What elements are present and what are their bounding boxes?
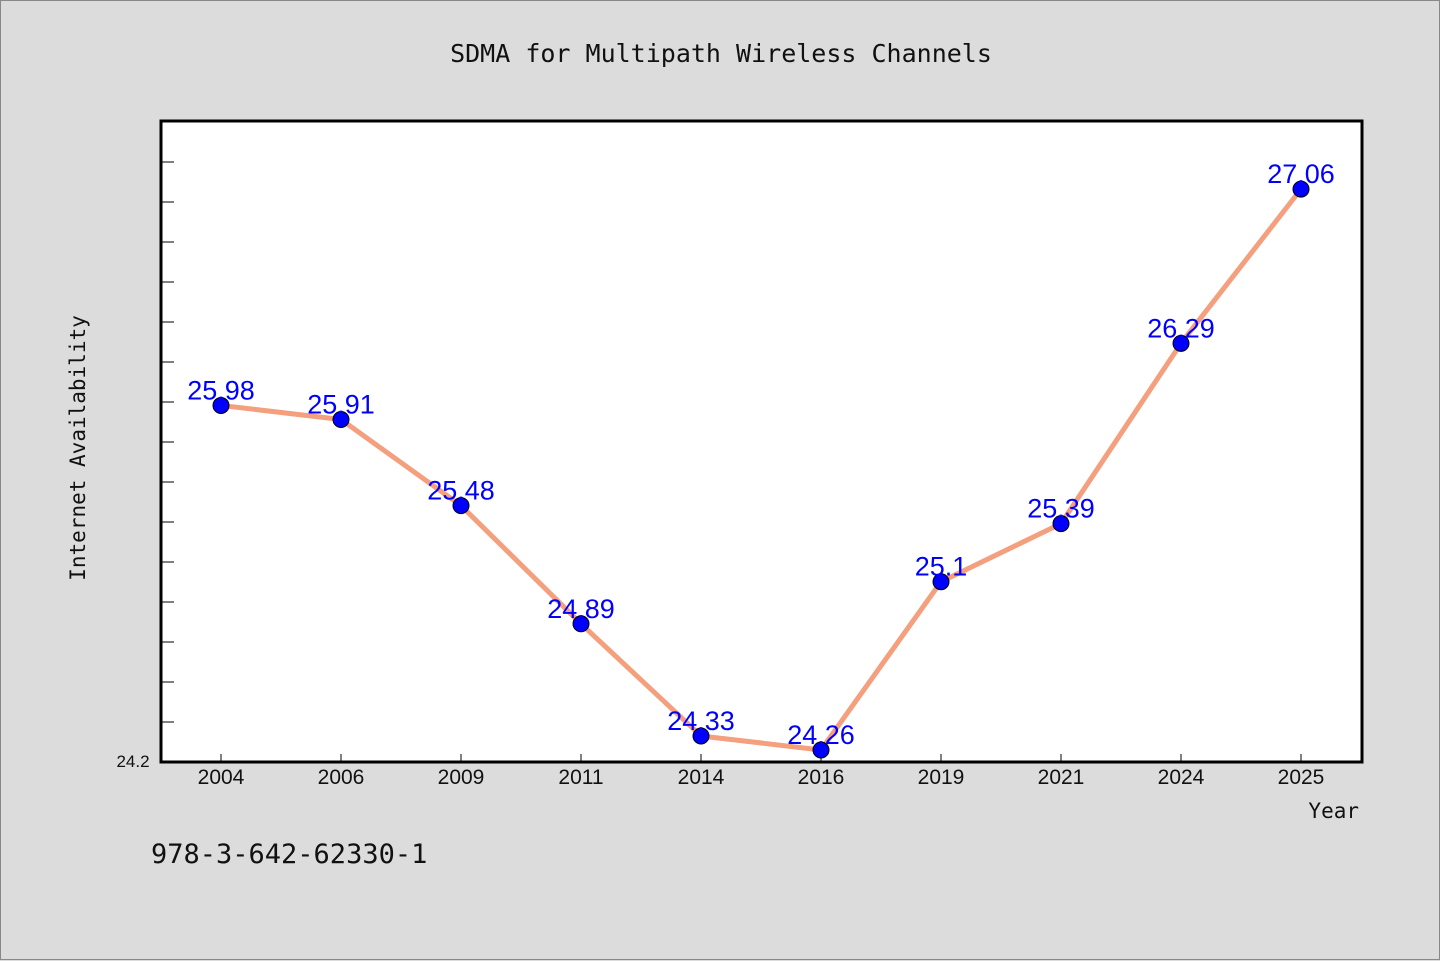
- data-point: [1292, 180, 1310, 198]
- x-tick-label: 2016: [798, 766, 845, 789]
- x-tick-label: 2019: [918, 766, 965, 789]
- data-point: [1172, 334, 1190, 352]
- data-label: 24.26: [787, 720, 855, 750]
- x-tick-label: 2024: [1158, 766, 1205, 789]
- y-axis-label: Internet Availability: [66, 315, 90, 581]
- data-point: [692, 727, 710, 745]
- data-label: 25.48: [427, 476, 495, 506]
- data-point: [452, 497, 470, 515]
- footer-identifier: 978-3-642-62330-1: [151, 839, 427, 870]
- x-tick-label: 2021: [1038, 766, 1085, 789]
- data-label: 27.06: [1267, 159, 1335, 189]
- y-axis-ticks: [161, 161, 174, 723]
- data-labels: 25.98 25.91 25.48 24.89 24.33 24.26 25.1 25.39 2…: [187, 159, 1335, 750]
- chart-title: SDMA for Multipath Wireless Channels: [450, 39, 992, 68]
- data-point: [932, 573, 950, 591]
- plot-area: [159, 119, 1364, 764]
- data-series: [212, 180, 1310, 759]
- x-tick-label: 2011: [558, 766, 603, 789]
- x-tick-label: 2014: [678, 766, 725, 789]
- x-tick-label: 2009: [438, 766, 485, 789]
- x-tick-label: 2025: [1278, 766, 1325, 789]
- data-label: 25.91: [307, 389, 375, 419]
- x-axis-label: Year: [1308, 799, 1359, 823]
- data-point: [1052, 515, 1070, 533]
- x-axis-ticks: [220, 754, 1302, 762]
- data-label: 25.1: [915, 552, 968, 582]
- x-tick-label: 2004: [198, 766, 245, 789]
- x-tick-labels: 2004 2006 2009 2011 2014 2016 2019 2021 2024 2025: [198, 766, 1325, 789]
- data-point: [332, 410, 350, 428]
- x-tick-label: 2006: [318, 766, 365, 789]
- data-label: 25.98: [187, 375, 255, 405]
- series-line: [220, 187, 1303, 753]
- data-label: 25.39: [1027, 494, 1095, 524]
- y-tick-label: 24.2: [116, 752, 149, 771]
- data-label: 24.89: [547, 594, 615, 624]
- data-point: [572, 615, 590, 633]
- data-label: 24.33: [667, 706, 735, 736]
- data-point: [212, 396, 230, 414]
- data-point: [812, 741, 830, 759]
- data-label: 26.29: [1147, 313, 1215, 343]
